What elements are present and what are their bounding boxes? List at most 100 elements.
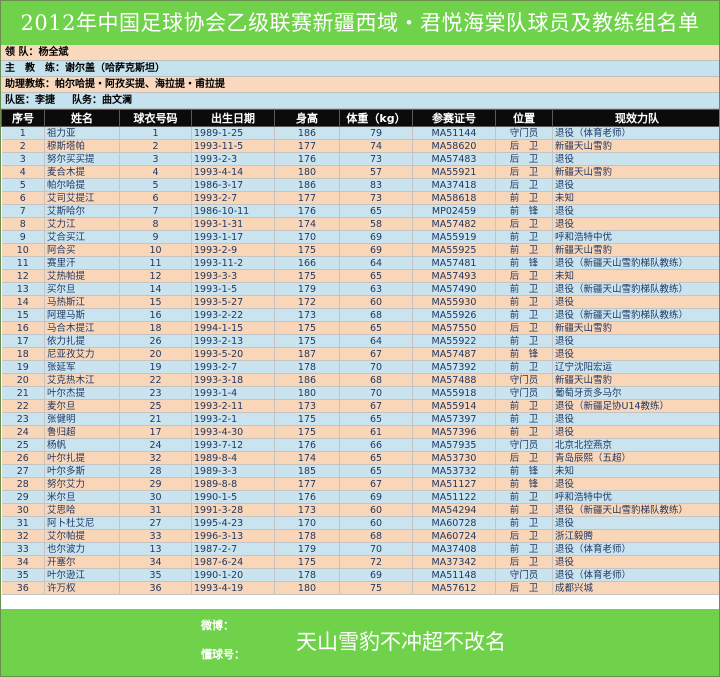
birth-date-cell: 1995-4-23	[191, 516, 275, 530]
weight-cell: 70	[339, 360, 413, 374]
current-club-cell: 退役	[552, 412, 719, 426]
position-cell: 后 卫	[495, 139, 553, 153]
weight-cell: 69	[339, 568, 413, 582]
position-cell: 前 卫	[495, 542, 553, 556]
player-name-cell: 叶尔逊江	[44, 568, 120, 582]
birth-date-cell: 1989-1-25	[191, 126, 275, 140]
jersey-number-cell: 27	[119, 516, 192, 530]
current-club-cell: 未知	[552, 269, 719, 283]
player-name-cell: 努尔买买提	[44, 152, 120, 166]
row-index-cell: 23	[1, 412, 45, 426]
row-index-cell: 6	[1, 191, 45, 205]
player-name-cell: 张延军	[44, 360, 120, 374]
table-row: 10 阿合买 10 1993-2-9 175 69 MA55925 前 卫新疆天山雪豹	[1, 243, 719, 257]
jersey-number-cell: 25	[119, 399, 192, 413]
player-name-cell: 穆斯塔帕	[44, 139, 120, 153]
manager-text: 队务：曲文澜	[71, 95, 132, 106]
player-name-cell: 努尔艾力	[44, 477, 120, 491]
current-club-cell: 呼和浩特中优	[552, 490, 719, 504]
info-leader-row: 领 队：杨全斌	[1, 45, 719, 61]
dongqiu-label: 懂球号：	[201, 648, 245, 661]
current-club-cell: 北京北控燕京	[552, 438, 719, 452]
birth-date-cell: 1993-3-3	[191, 269, 275, 283]
position-cell: 后 卫	[495, 217, 553, 231]
row-index-cell: 30	[1, 503, 45, 517]
birth-date-cell: 1993-2-11	[191, 399, 275, 413]
weight-cell: 68	[339, 529, 413, 543]
height-cell: 186	[274, 126, 340, 140]
player-name-cell: 艾尔帕提	[44, 529, 120, 543]
info-head-coach-row: 主 教 练：谢尔盖（哈萨克斯坦）	[1, 61, 719, 77]
jersey-number-cell: 17	[119, 425, 192, 439]
row-index-cell: 9	[1, 230, 45, 244]
height-cell: 175	[274, 269, 340, 283]
weight-cell: 67	[339, 477, 413, 491]
weight-cell: 75	[339, 581, 413, 595]
row-index-cell: 35	[1, 568, 45, 582]
row-index-cell: 11	[1, 256, 45, 270]
roster-body: 1 祖力亚 1 1989-1-25 186 79 MA51144 守门员 退役（体育老师） 2 穆斯…	[1, 126, 719, 595]
col-header-name: 姓名	[44, 109, 120, 127]
birth-date-cell: 1993-2-9	[191, 243, 275, 257]
table-row: 12 艾热帕提 12 1993-3-3 175 65 MA57493 后 卫未知	[1, 269, 719, 283]
col-header-jersey: 球衣号码	[119, 109, 192, 127]
jersey-number-cell: 20	[119, 347, 192, 361]
table-row: 9 艾合买江 9 1993-1-17 170 69 MA55919 前 卫呼和浩特中优	[1, 230, 719, 244]
row-index-cell: 26	[1, 451, 45, 465]
weight-cell: 68	[339, 308, 413, 322]
info-assistant-row: 助理教练：帕尔哈提・阿孜买提、海拉提・甫拉提	[1, 77, 719, 93]
player-name-cell: 尼亚孜艾力	[44, 347, 120, 361]
birth-date-cell: 1993-2-3	[191, 152, 275, 166]
player-name-cell: 马合木提江	[44, 321, 120, 335]
birth-date-cell: 1987-6-24	[191, 555, 275, 569]
table-row: 22 麦尔旦 25 1993-2-11 173 67 MA55914 前 卫退役（新疆足协U1…	[1, 399, 719, 413]
position-cell: 后 卫	[495, 321, 553, 335]
position-cell: 后 卫	[495, 178, 553, 192]
row-index-cell: 31	[1, 516, 45, 530]
row-index-cell: 20	[1, 373, 45, 387]
jersey-number-cell: 11	[119, 256, 192, 270]
registration-number-cell: MA51122	[412, 490, 496, 504]
weight-cell: 83	[339, 178, 413, 192]
height-cell: 176	[274, 204, 340, 218]
position-cell: 前 锋	[495, 477, 553, 491]
birth-date-cell: 1993-2-22	[191, 308, 275, 322]
jersey-number-cell: 32	[119, 451, 192, 465]
birth-date-cell: 1996-3-13	[191, 529, 275, 543]
table-row: 23 张健明 21 1993-2-1 175 65 MA57397 前 卫退役	[1, 412, 719, 426]
row-index-cell: 25	[1, 438, 45, 452]
player-name-cell: 许万权	[44, 581, 120, 595]
current-club-cell: 成都兴城	[552, 581, 719, 595]
weight-cell: 60	[339, 503, 413, 517]
position-cell: 后 卫	[495, 165, 553, 179]
row-index-cell: 18	[1, 347, 45, 361]
current-club-cell: 退役	[552, 477, 719, 491]
registration-number-cell: MA55918	[412, 386, 496, 400]
row-index-cell: 19	[1, 360, 45, 374]
current-club-cell: 退役	[552, 516, 719, 530]
height-cell: 172	[274, 295, 340, 309]
position-cell: 后 卫	[495, 451, 553, 465]
jersey-number-cell: 24	[119, 438, 192, 452]
col-header-index: 序号	[1, 109, 45, 127]
player-name-cell: 也尔波力	[44, 542, 120, 556]
height-cell: 180	[274, 581, 340, 595]
row-index-cell: 12	[1, 269, 45, 283]
current-club-cell: 退役（体育老师）	[552, 126, 719, 140]
jersey-number-cell: 21	[119, 412, 192, 426]
height-cell: 179	[274, 542, 340, 556]
player-name-cell: 叶尔扎提	[44, 451, 120, 465]
current-club-cell: 青岛辰熙（五超）	[552, 451, 719, 465]
jersey-number-cell: 5	[119, 178, 192, 192]
jersey-number-cell: 35	[119, 568, 192, 582]
player-name-cell: 艾热帕提	[44, 269, 120, 283]
position-cell: 后 卫	[495, 529, 553, 543]
registration-number-cell: MA57396	[412, 425, 496, 439]
registration-number-cell: MA57397	[412, 412, 496, 426]
player-name-cell: 阿理马斯	[44, 308, 120, 322]
position-cell: 守门员	[495, 438, 553, 452]
jersey-number-cell: 13	[119, 542, 192, 556]
weight-cell: 67	[339, 347, 413, 361]
registration-number-cell: MA37408	[412, 542, 496, 556]
jersey-number-cell: 9	[119, 230, 192, 244]
